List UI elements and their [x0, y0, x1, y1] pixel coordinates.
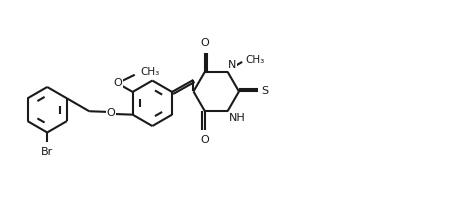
Text: NH: NH — [229, 113, 245, 123]
Text: CH₃: CH₃ — [140, 67, 159, 77]
Text: N: N — [228, 60, 236, 70]
Text: CH₃: CH₃ — [245, 55, 265, 65]
Text: O: O — [201, 38, 209, 48]
Text: O: O — [113, 78, 122, 88]
Text: S: S — [261, 87, 269, 96]
Text: O: O — [201, 135, 209, 145]
Text: Br: Br — [41, 147, 53, 157]
Text: O: O — [107, 108, 115, 118]
